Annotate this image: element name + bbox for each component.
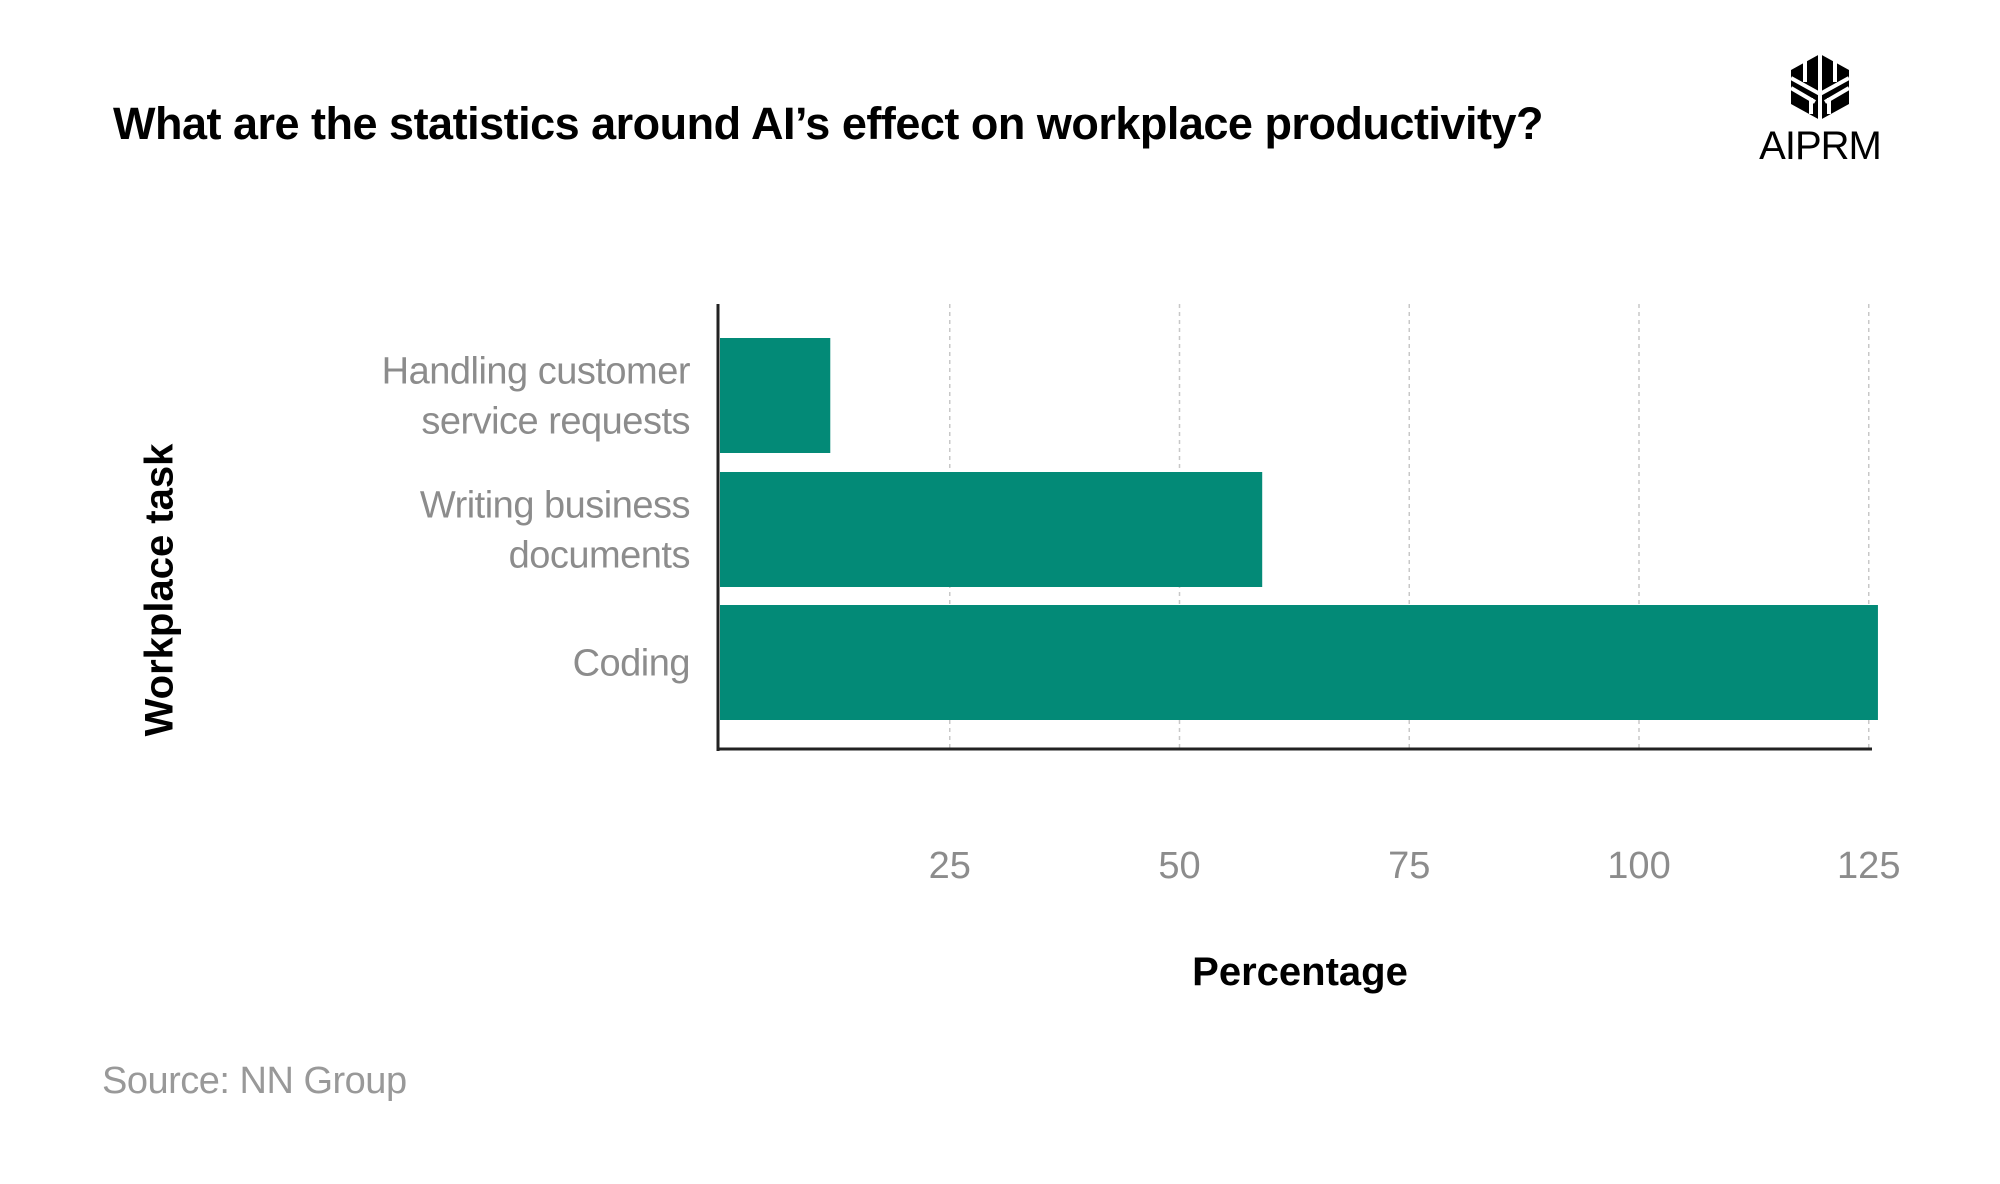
bar [720, 338, 831, 453]
category-label: Writing business [420, 485, 690, 527]
category-label: documents [509, 535, 690, 577]
category-label: Coding [573, 643, 690, 685]
source-note: Source: NN Group [102, 1060, 407, 1102]
x-tick-label: 125 [1837, 845, 1900, 887]
x-tick-label: 50 [1158, 845, 1200, 887]
x-axis-label: Percentage [1192, 950, 1408, 994]
aiprm-logo: AIPRM [1745, 52, 1895, 169]
x-tick-label: 100 [1607, 845, 1670, 887]
category-label: service requests [421, 401, 690, 443]
logo-text: AIPRM [1759, 124, 1882, 168]
bar [720, 605, 1878, 720]
bar [720, 472, 1263, 587]
chart-title: What are the statistics around AI’s effe… [113, 98, 1543, 149]
aiprm-cube-icon [1789, 54, 1851, 120]
x-tick-label: 75 [1388, 845, 1430, 887]
category-label: Handling customer [382, 351, 691, 393]
x-tick-label: 25 [929, 845, 971, 887]
